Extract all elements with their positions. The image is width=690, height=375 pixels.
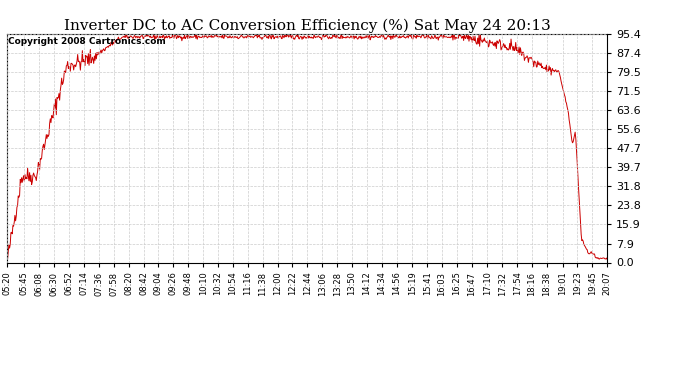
Title: Inverter DC to AC Conversion Efficiency (%) Sat May 24 20:13: Inverter DC to AC Conversion Efficiency … <box>63 18 551 33</box>
Text: Copyright 2008 Cartronics.com: Copyright 2008 Cartronics.com <box>8 37 166 46</box>
